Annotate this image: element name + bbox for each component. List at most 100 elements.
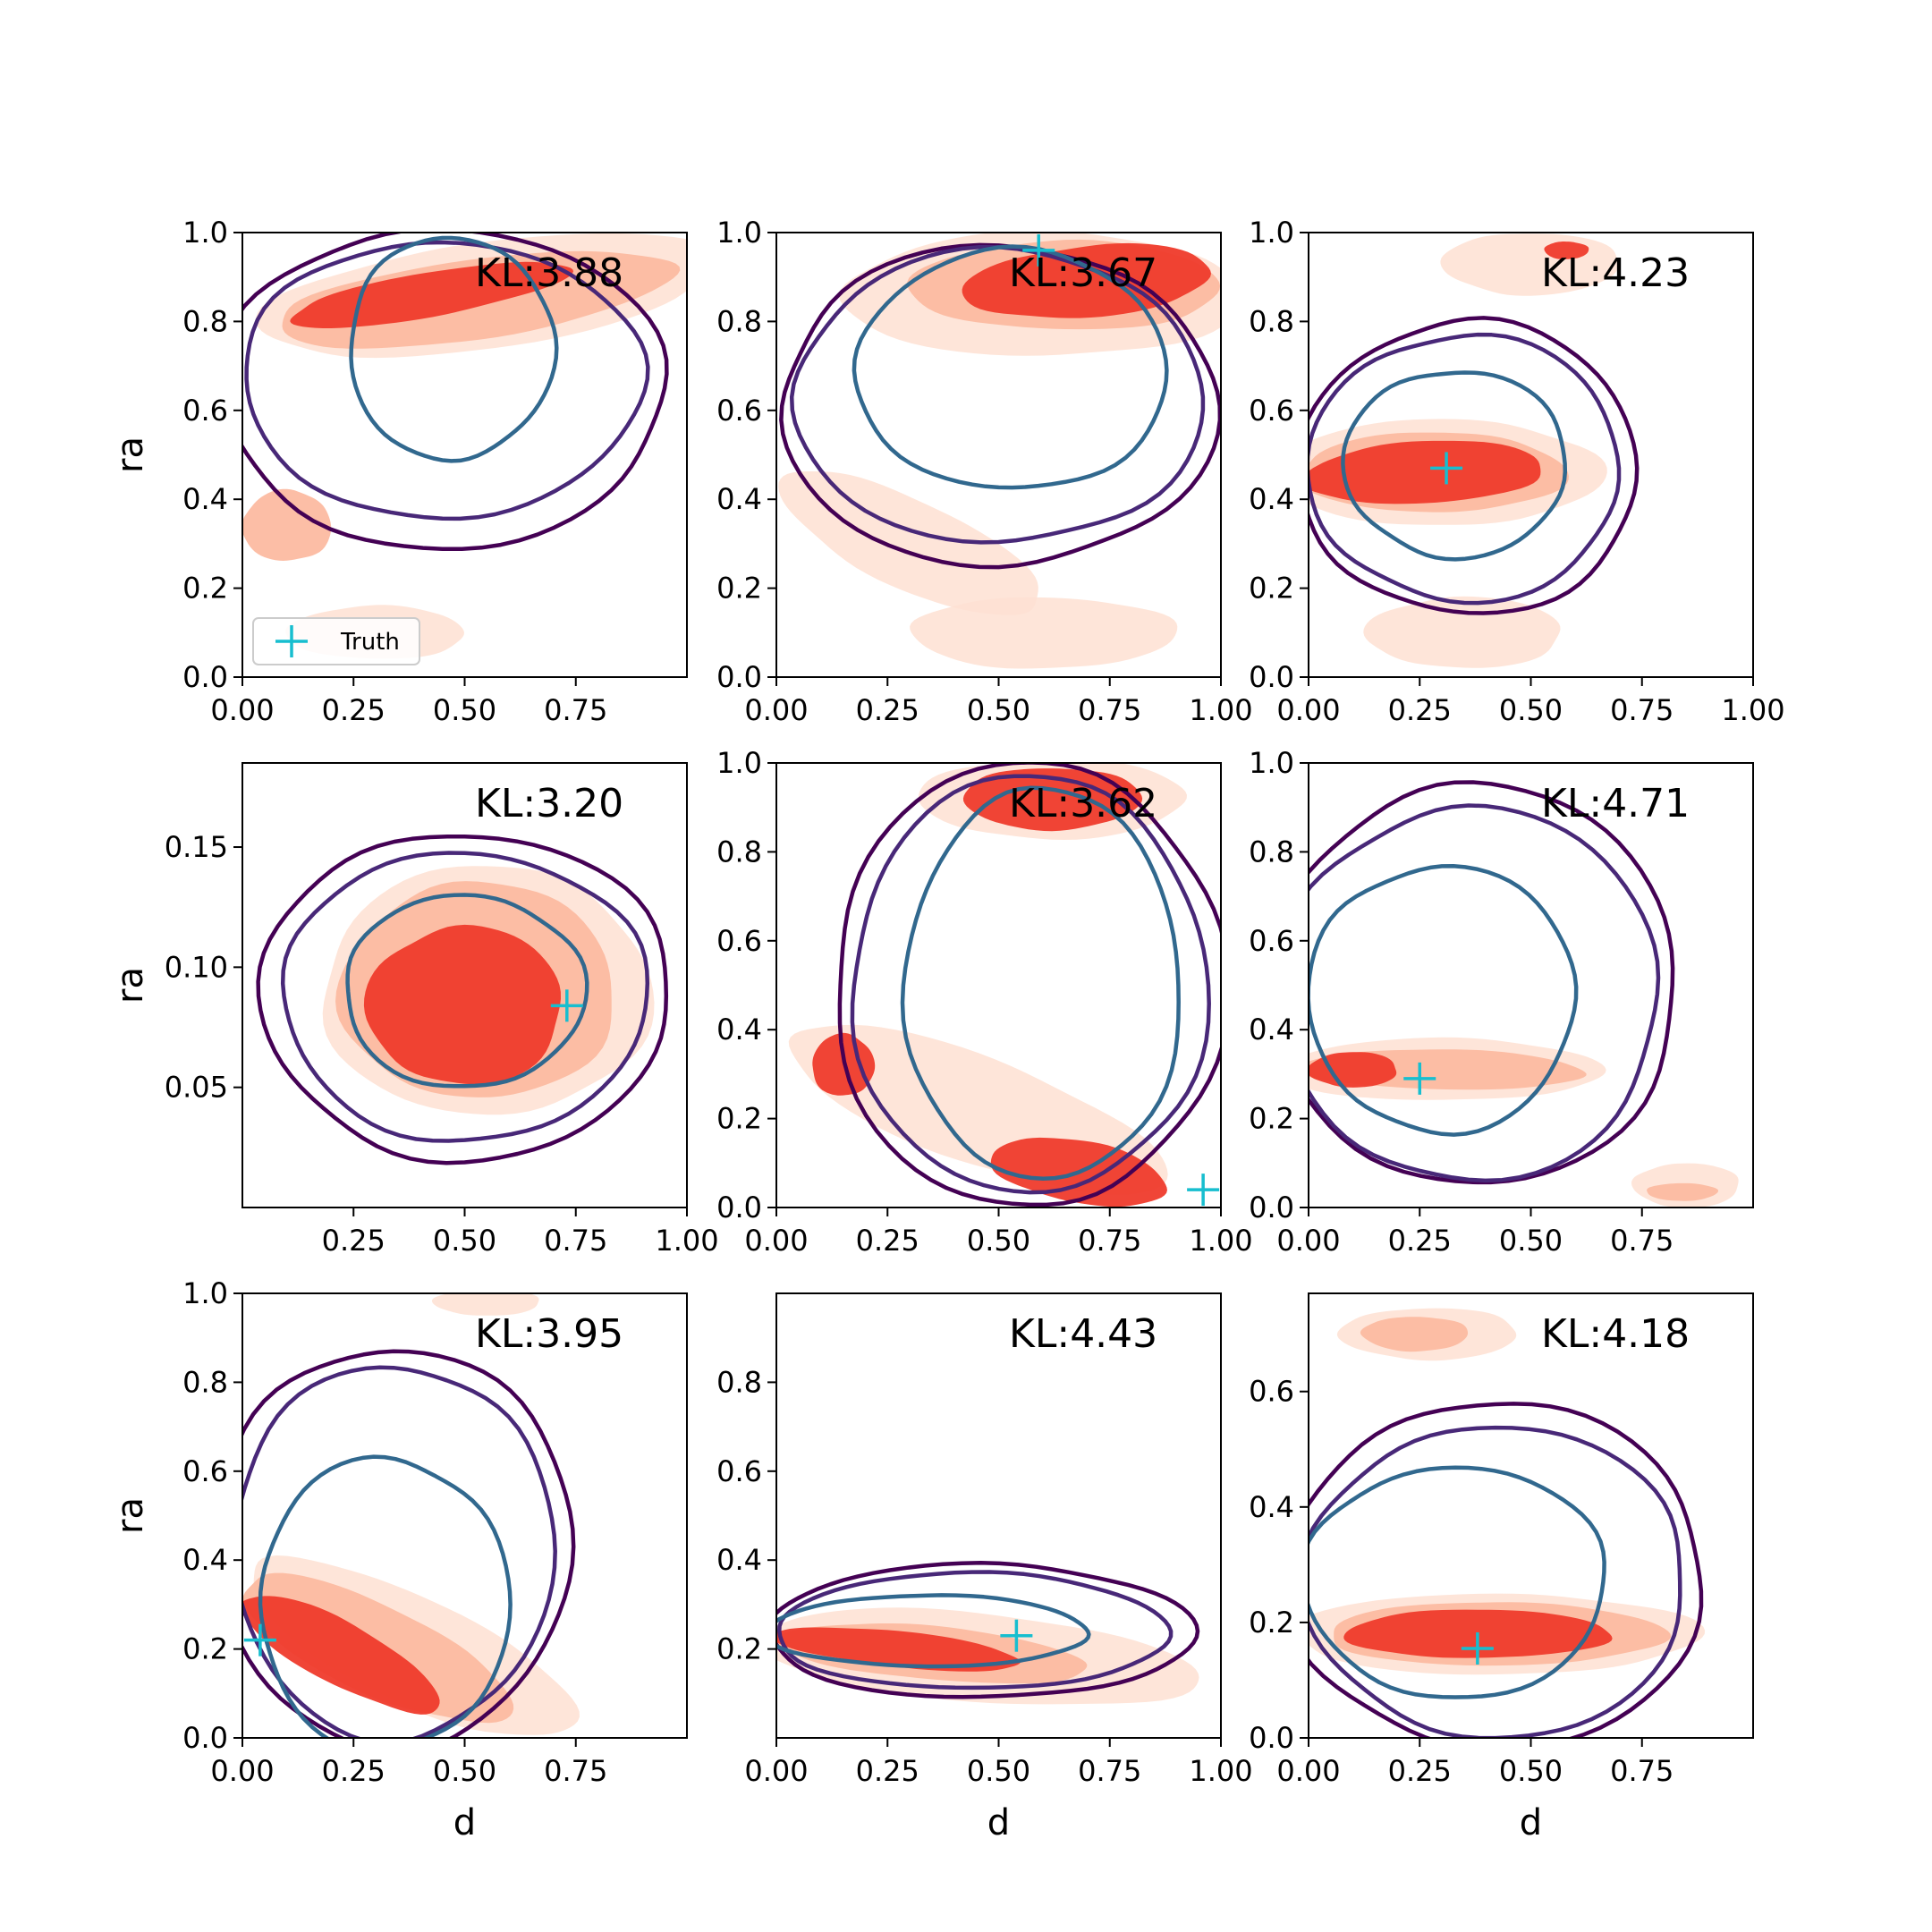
subplot-2-1: 0.00 0.25 0.50 0.75 1.00 0.2 0.4 0.6 0.8 KL:4.43 d xyxy=(716,1292,1253,1843)
plot-area xyxy=(242,233,687,659)
y-tick-label: 1.0 xyxy=(1249,216,1294,250)
plot-area xyxy=(242,1293,580,1738)
truth-marker xyxy=(1022,233,1055,267)
kl-annotation: KL:3.67 xyxy=(1009,250,1157,296)
y-tick-label: 0.6 xyxy=(1249,924,1294,958)
y-tick-label: 0.4 xyxy=(1249,482,1294,516)
x-tick-label: 0.25 xyxy=(1388,693,1452,727)
x-tick-label: 0.25 xyxy=(322,1754,386,1788)
y-tick-label: 0.8 xyxy=(182,304,228,338)
y-tick-label: 0.8 xyxy=(716,304,762,338)
y-tick-label: 0.0 xyxy=(182,1721,228,1755)
x-tick-label: 0.00 xyxy=(1276,1224,1340,1258)
model-contour-mid xyxy=(1309,803,1661,1183)
kl-annotation: KL:3.62 xyxy=(1009,781,1157,826)
x-tick-label: 0.00 xyxy=(210,693,274,727)
axes-frame xyxy=(1308,762,1754,1208)
model-contour-mid xyxy=(1309,332,1622,606)
y-tick-label: 0.2 xyxy=(1249,1606,1294,1640)
legend-label: Truth xyxy=(340,629,400,656)
x-tick-label: 0.75 xyxy=(1078,1754,1141,1788)
plot-area xyxy=(1309,780,1739,1208)
x-tick-label: 0.75 xyxy=(1078,693,1141,727)
truth-marker xyxy=(1461,1631,1494,1665)
subplot-0-1: 0.00 0.25 0.50 0.75 1.00 0.0 0.2 0.4 0.6 0.8 1.0 KL… xyxy=(716,216,1253,727)
reference-density-dark xyxy=(242,1596,440,1715)
y-tick-label: 0.15 xyxy=(165,830,228,864)
reference-density-dark xyxy=(776,1627,1021,1672)
model-contour-outer xyxy=(1309,780,1675,1185)
y-tick-label: 0.4 xyxy=(716,1013,762,1046)
reference-density-light xyxy=(910,597,1178,669)
subplot-1-1: 0.00 0.25 0.50 0.75 1.00 0.0 0.2 0.4 0.6 0.8 1.0 KL… xyxy=(716,746,1253,1258)
y-tick-label: 0.2 xyxy=(716,1632,762,1666)
truth-marker xyxy=(1403,1062,1436,1095)
reference-density-dark xyxy=(290,261,574,329)
y-tick-label: 0.0 xyxy=(1249,1191,1294,1224)
model-contour-outer xyxy=(256,835,669,1165)
y-tick-label: 1.0 xyxy=(716,216,762,250)
y-tick-label: 0.2 xyxy=(716,572,762,606)
x-tick-label: 0.50 xyxy=(967,693,1030,727)
y-tick-label: 0.8 xyxy=(716,1365,762,1399)
x-tick-label: 0.75 xyxy=(1610,1224,1674,1258)
model-contour-inner xyxy=(349,235,559,463)
reference-density-dark xyxy=(363,924,561,1085)
model-contour-mid xyxy=(244,240,650,521)
x-tick-label: 0.00 xyxy=(1276,1754,1340,1788)
truth-marker xyxy=(243,1623,276,1657)
x-tick-label: 0.25 xyxy=(1388,1224,1452,1258)
y-tick-label: 1.0 xyxy=(1249,746,1294,780)
model-contour-outer xyxy=(1309,1402,1704,1738)
y-tick-label: 0.4 xyxy=(182,1543,228,1577)
x-tick-label: 0.75 xyxy=(1078,1224,1141,1258)
y-tick-label: 0.2 xyxy=(1249,1102,1294,1136)
reference-density-dark xyxy=(1309,440,1541,504)
x-tick-label: 0.00 xyxy=(1276,693,1340,727)
subplot-2-0: 0.00 0.25 0.50 0.75 0.0 0.2 0.4 0.6 0.8 1.0 KL:3.9… xyxy=(110,1276,688,1843)
truth-marker xyxy=(1187,1174,1220,1207)
kl-annotation: KL:3.88 xyxy=(475,250,623,296)
y-tick-label: 0.0 xyxy=(1249,1721,1294,1755)
plot-area xyxy=(788,763,1221,1208)
y-tick-label: 0.8 xyxy=(716,835,762,869)
x-tick-label: 0.00 xyxy=(210,1754,274,1788)
plot-area xyxy=(1309,233,1640,668)
x-tick-label: 1.00 xyxy=(1189,1754,1252,1788)
model-contour-outer xyxy=(776,1561,1200,1699)
x-tick-label: 1.00 xyxy=(655,1224,718,1258)
y-tick-label: 0.4 xyxy=(1249,1013,1294,1046)
reference-density-dark xyxy=(1309,1052,1397,1088)
x-tick-label: 0.50 xyxy=(433,1754,496,1788)
x-tick-label: 0.50 xyxy=(433,693,496,727)
plot-area xyxy=(1309,1308,1706,1738)
reference-density-mid xyxy=(242,488,332,561)
reference-density-light xyxy=(1363,596,1561,668)
reference-density-dark xyxy=(1544,242,1589,259)
kl-annotation: KL:4.71 xyxy=(1541,781,1690,826)
model-contour-mid xyxy=(1309,1425,1682,1738)
subplot-2-2: 0.00 0.25 0.50 0.75 0.0 0.2 0.4 0.6 KL:4.18 d xyxy=(1249,1292,1754,1843)
x-axis-label: d xyxy=(453,1802,476,1843)
y-tick-label: 0.6 xyxy=(716,924,762,958)
subplot-1-0: 0.25 0.50 0.75 1.00 0.05 0.10 0.15 KL:3.20 ra xyxy=(110,762,719,1258)
x-tick-label: 0.25 xyxy=(322,693,386,727)
y-tick-label: 0.0 xyxy=(716,1191,762,1224)
plot-area xyxy=(256,835,669,1165)
reference-density-mid xyxy=(1647,1182,1718,1201)
model-contour-inner xyxy=(1309,863,1579,1137)
truth-marker xyxy=(1430,452,1463,485)
reference-density-light xyxy=(778,470,1038,615)
kl-annotation: KL:4.43 xyxy=(1009,1311,1157,1357)
x-tick-label: 0.50 xyxy=(1499,693,1563,727)
x-tick-label: 0.75 xyxy=(544,693,607,727)
kl-annotation: KL:3.95 xyxy=(475,1311,623,1357)
subplot-0-2: 0.00 0.25 0.50 0.75 1.00 0.0 0.2 0.4 0.6 0.8 1.0 KL… xyxy=(1249,216,1785,727)
y-tick-label: 0.4 xyxy=(182,482,228,516)
model-contour-inner xyxy=(258,1454,513,1738)
y-tick-label: 0.6 xyxy=(182,1454,228,1488)
x-tick-label: 0.50 xyxy=(1499,1754,1563,1788)
x-tick-label: 1.00 xyxy=(1721,693,1784,727)
model-contour-outer xyxy=(837,763,1221,1208)
